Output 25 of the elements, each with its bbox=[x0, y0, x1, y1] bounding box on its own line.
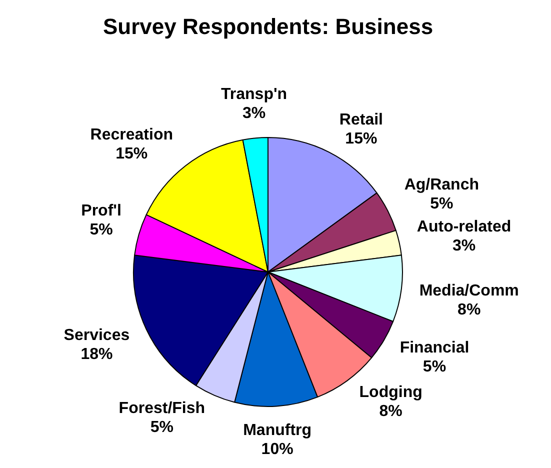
slice-label: Lodging bbox=[359, 384, 422, 402]
slice-label: Financial bbox=[400, 340, 470, 356]
slice-label: Auto-related bbox=[416, 218, 512, 236]
data-label: 15% bbox=[116, 146, 148, 163]
data-label: 8% bbox=[379, 403, 402, 420]
slice-label: Transp'n bbox=[221, 86, 288, 104]
slice-label: Media/Comm bbox=[419, 282, 519, 300]
data-label: 15% bbox=[345, 130, 378, 148]
data-label: 3% bbox=[452, 237, 476, 254]
slice-label: Ag/Ranch bbox=[404, 176, 479, 194]
data-label: 18% bbox=[80, 346, 113, 364]
data-label: 5% bbox=[422, 358, 446, 376]
slice-label: Services bbox=[64, 327, 130, 344]
chart-title: Survey Respondents: Business bbox=[102, 14, 434, 40]
slice-label: Recreation bbox=[90, 126, 173, 144]
slice-label: Forest/Fish bbox=[118, 400, 206, 418]
slice-label: Manuftrg bbox=[243, 422, 312, 440]
data-label: 5% bbox=[150, 419, 174, 436]
data-label: 5% bbox=[430, 195, 454, 212]
data-label: 5% bbox=[90, 221, 113, 238]
slice-label: Prof'l bbox=[81, 202, 122, 220]
data-label: 3% bbox=[242, 105, 266, 122]
data-label: 8% bbox=[458, 302, 481, 319]
slice-label: Retail bbox=[339, 112, 383, 129]
data-label: 10% bbox=[261, 441, 294, 458]
